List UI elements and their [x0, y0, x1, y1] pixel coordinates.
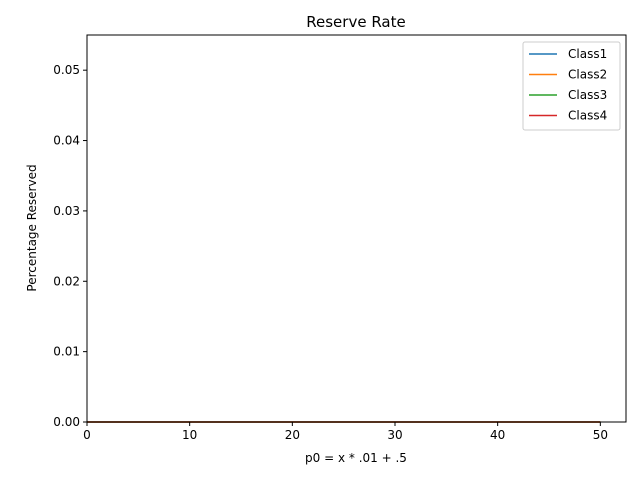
y-tick-label: 0.01 — [53, 345, 80, 359]
x-axis-ticks: 0 10 20 30 40 50 — [83, 422, 608, 442]
y-axis-label: Percentage Reserved — [25, 164, 39, 291]
y-tick-label: 0.04 — [53, 134, 80, 148]
legend: Class1 Class2 Class3 Class4 — [522, 41, 621, 131]
x-axis-label: p0 = x * .01 + .5 — [305, 451, 407, 465]
legend-items: Class1 Class2 Class3 Class4 — [529, 47, 607, 123]
x-tick-label: 10 — [182, 428, 197, 442]
legend-box — [522, 41, 621, 131]
y-tick-label: 0.03 — [53, 204, 80, 218]
x-tick-label: 0 — [83, 428, 91, 442]
legend-label-class3: Class3 — [568, 88, 607, 102]
chart-title: Reserve Rate — [306, 13, 405, 31]
legend-label-class4: Class4 — [568, 109, 607, 123]
x-tick-label: 30 — [387, 428, 402, 442]
y-tick-label: 0.02 — [53, 274, 80, 288]
y-tick-label: 0.00 — [53, 415, 80, 429]
y-axis-ticks: 0.00 0.01 0.02 0.03 0.04 0.05 — [53, 63, 87, 429]
x-tick-label: 40 — [490, 428, 505, 442]
x-tick-label: 20 — [285, 428, 300, 442]
legend-label-class1: Class1 — [568, 47, 607, 61]
y-tick-label: 0.05 — [53, 63, 80, 77]
plot-area-frame — [86, 34, 627, 423]
legend-label-class2: Class2 — [568, 68, 607, 82]
x-tick-label: 50 — [593, 428, 608, 442]
